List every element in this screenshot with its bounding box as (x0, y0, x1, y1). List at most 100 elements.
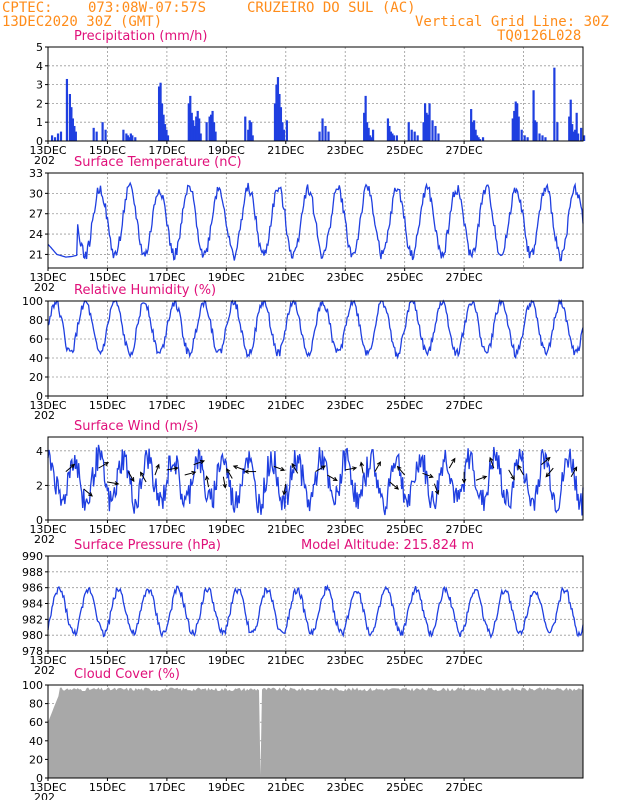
x-tick-label: 13DEC (29, 523, 66, 536)
wind-arrow-head (332, 476, 338, 482)
precip-bar (189, 95, 192, 141)
precip-bar (285, 120, 288, 141)
precip-bar (526, 137, 529, 141)
wind-arrow (545, 467, 554, 477)
wind-arrow (222, 476, 226, 488)
wind-arrow-head (396, 465, 402, 471)
wind-arrow (233, 465, 245, 471)
wind-arrow (433, 483, 439, 495)
precip-bar (192, 120, 195, 141)
precip-bar (214, 131, 217, 141)
x-tick-label: 13DEC (29, 271, 66, 284)
precip-bar (279, 107, 283, 141)
wind-arrow-head (359, 461, 364, 467)
wind-arrow (389, 481, 399, 490)
precip-bar (251, 135, 254, 141)
precip-bar (367, 127, 370, 141)
precip-bar (413, 131, 416, 141)
y-tick-label: 60 (29, 716, 43, 729)
precip-bar (544, 137, 547, 141)
x-tick-label: 21DEC (267, 781, 304, 794)
precip-bar (426, 114, 430, 141)
x-tick-label: 19DEC (208, 271, 245, 284)
header-station: CRUZEIRO DO SUL (AC) (247, 0, 416, 16)
wind-arrow-head (280, 466, 286, 472)
wind-arrow-head (428, 473, 434, 479)
wind-arrow-head (173, 466, 179, 471)
x-tick-label: 25DEC (386, 523, 423, 536)
y-tick-label: 982 (22, 613, 43, 626)
wind-arrow-head (394, 485, 400, 490)
wind-arrow (184, 471, 196, 476)
y-tick-label: 40 (29, 735, 43, 748)
panel-4 (45, 436, 584, 523)
x-tick-label: 23DEC (327, 144, 364, 157)
y-tick-label: 0 (36, 135, 43, 148)
series-line (47, 444, 584, 516)
x-tick-label: 27DEC (446, 399, 483, 412)
precip-bar (199, 133, 202, 141)
x-year-label: 202 (34, 409, 55, 422)
x-tick-label: 19DEC (208, 654, 245, 667)
precip-bar (431, 120, 434, 141)
precip-bar (366, 122, 369, 141)
precip-bar (160, 103, 164, 141)
precip-bar (324, 125, 327, 141)
precip-bar (511, 118, 514, 141)
wind-arrow (283, 483, 287, 495)
x-tick-label: 23DEC (327, 781, 364, 794)
precip-bar (205, 122, 208, 141)
y-tick-label: 2 (36, 97, 43, 110)
x-tick-label: 25DEC (386, 654, 423, 667)
x-tick-label: 23DEC (327, 523, 364, 536)
wind-arrow-head (232, 465, 238, 470)
precip-bar (471, 122, 474, 141)
precip-bar (477, 137, 480, 141)
precip-bar (157, 86, 161, 141)
precip-bar (389, 131, 393, 141)
precip-bar (129, 133, 132, 141)
x-tick-label: 23DEC (327, 399, 364, 412)
wind-arrow-head (222, 483, 227, 489)
precip-bar (473, 120, 476, 141)
panel-frame (47, 172, 584, 269)
wind-arrow (475, 475, 487, 481)
x-tick-label: 13DEC (29, 654, 66, 667)
precip-bar (577, 133, 580, 141)
x-year-label: 202 (34, 533, 55, 546)
x-tick-label: 15DEC (89, 271, 126, 284)
wind-arrow (360, 462, 364, 474)
series-line (47, 584, 584, 640)
wind-arrow-head (451, 457, 456, 463)
panel-frame (47, 46, 584, 142)
wind-arrow-head (489, 456, 494, 462)
panel-frame (47, 436, 584, 521)
precip-bar (535, 122, 538, 141)
wind-arrow (397, 466, 406, 476)
wind-arrow-head (320, 465, 326, 470)
wind-arrow-head (282, 490, 287, 496)
x-tick-label: 27DEC (446, 781, 483, 794)
precip-bar (95, 131, 98, 141)
y-tick-label: 20 (29, 753, 43, 766)
wind-arrow-head (155, 463, 160, 469)
wind-arrow-head (130, 477, 135, 483)
precip-bar (128, 137, 131, 141)
precip-bar (159, 82, 162, 141)
precip-bar (190, 112, 193, 141)
precip-bar (575, 112, 578, 141)
wind-arrow-head (191, 470, 197, 476)
precip-bar (514, 101, 517, 141)
precip-bar (193, 125, 196, 141)
precip-bar (434, 125, 437, 141)
precip-bar (425, 112, 428, 141)
wind-arrow (489, 457, 495, 469)
wind-arrow (315, 465, 326, 473)
precip-bar (104, 129, 107, 141)
precip-bar (247, 129, 250, 141)
x-tick-label: 17DEC (148, 399, 185, 412)
wind-arrow-head (434, 490, 440, 496)
precip-bar (410, 129, 413, 141)
y-tick-label: 20 (29, 371, 43, 384)
precip-bar (250, 122, 253, 141)
